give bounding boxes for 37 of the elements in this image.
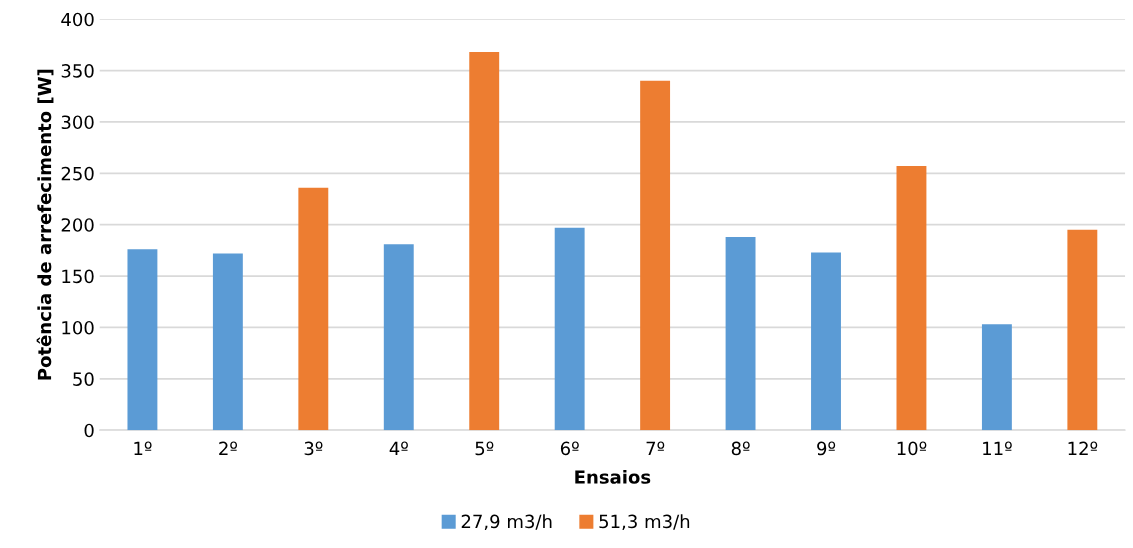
x-tick-label: 1º xyxy=(134,441,152,456)
x-tick-label: 12º xyxy=(1068,441,1098,456)
x-tick-label: 4º xyxy=(389,441,408,456)
x-tick-label: 11º xyxy=(983,441,1012,456)
bar xyxy=(811,252,841,431)
legend-label: 51,3 m3/h xyxy=(599,514,690,531)
x-tick-label: 2º xyxy=(219,441,238,456)
y-tick-label: 350 xyxy=(61,64,94,78)
bar xyxy=(298,187,329,431)
y-tick-label: 300 xyxy=(61,115,94,130)
x-axis-title: Ensaios xyxy=(575,469,651,484)
x-tick-label: 3º xyxy=(304,441,323,456)
y-tick-label: 50 xyxy=(73,372,94,386)
bar xyxy=(725,237,756,431)
y-tick-label: 200 xyxy=(61,218,94,232)
bar xyxy=(469,52,500,431)
y-tick-label: 400 xyxy=(61,12,94,27)
y-tick-label: 250 xyxy=(61,166,94,181)
legend-label: 27,9 m3/h xyxy=(461,514,552,531)
x-tick-label: 8º xyxy=(731,441,750,456)
bar xyxy=(212,253,243,431)
bar xyxy=(1067,229,1098,431)
bar xyxy=(640,80,671,431)
bar xyxy=(981,324,1012,431)
x-tick-label: 10º xyxy=(897,441,927,456)
bar xyxy=(896,166,927,431)
y-tick-label: 150 xyxy=(62,269,94,284)
x-tick-label: 5º xyxy=(475,441,494,456)
bar xyxy=(554,227,585,431)
y-tick-label: 0 xyxy=(84,423,94,438)
y-axis-title: Potência de arrefecimento [W] xyxy=(36,69,54,380)
bar xyxy=(127,249,158,431)
y-tick-label: 100 xyxy=(62,320,94,335)
x-tick-label: 7º xyxy=(646,441,665,456)
bar xyxy=(383,244,414,431)
x-tick-label: 6º xyxy=(560,441,579,456)
x-tick-label: 9º xyxy=(817,441,836,456)
